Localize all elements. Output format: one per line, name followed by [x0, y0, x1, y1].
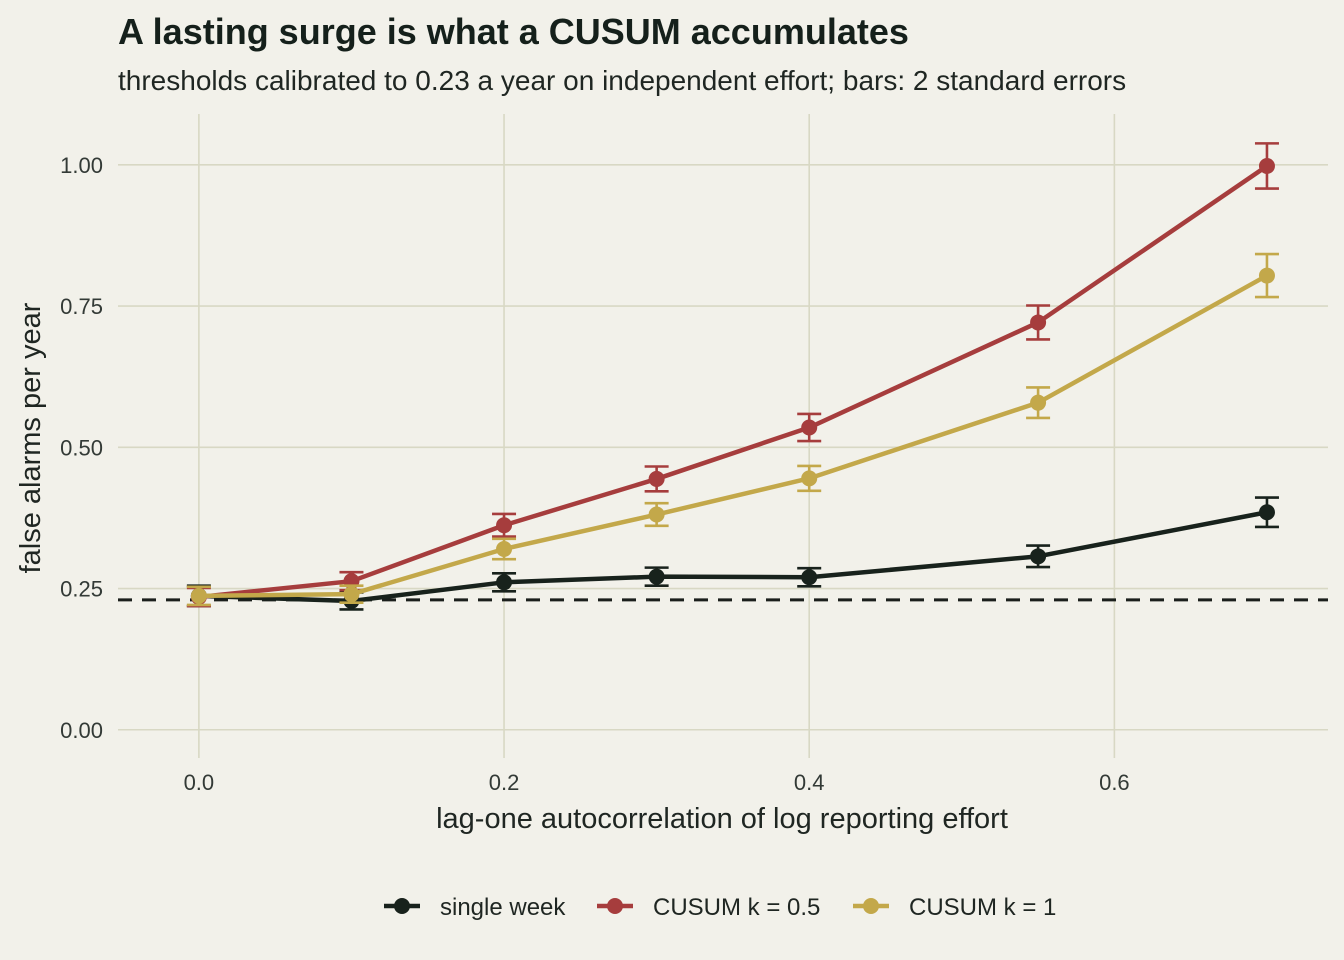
- data-point: [648, 568, 665, 585]
- legend-swatch-point: [863, 898, 879, 914]
- x-axis-title: lag-one autocorrelation of log reporting…: [436, 803, 1008, 835]
- y-tick-label: 0.75: [60, 294, 103, 319]
- data-point: [190, 587, 207, 604]
- legend-item-2: CUSUM k = 1: [853, 894, 1056, 921]
- x-tick-label: 0.2: [489, 770, 520, 795]
- data-point: [1258, 504, 1275, 521]
- legend-item-1: CUSUM k = 0.5: [597, 894, 820, 921]
- series-line: [196, 163, 1270, 600]
- grid-layer: [118, 114, 1328, 758]
- data-point: [1030, 548, 1047, 565]
- y-axis-title: false alarms per year: [15, 302, 47, 573]
- chart-title: A lasting surge is what a CUSUM accumula…: [118, 11, 909, 52]
- legend-label: CUSUM k = 0.5: [653, 894, 820, 921]
- y-tick-label: 1.00: [60, 153, 103, 178]
- data-point: [801, 470, 818, 487]
- data-point: [343, 586, 360, 603]
- data-point: [1258, 267, 1275, 284]
- data-point: [1030, 394, 1047, 411]
- data-point: [1258, 157, 1275, 174]
- data-point: [801, 569, 818, 586]
- series-2: [186, 252, 1279, 607]
- legend-swatch-point: [394, 898, 410, 914]
- legend: single week CUSUM k = 0.5 CUSUM k = 1: [384, 894, 1056, 921]
- x-tick-label: 0.6: [1099, 770, 1130, 795]
- legend-swatch-point: [607, 898, 623, 914]
- data-point: [648, 470, 665, 487]
- y-tick-label: 0.50: [60, 435, 103, 460]
- x-tick-label: 0.0: [184, 770, 215, 795]
- data-point: [648, 506, 665, 523]
- data-point: [1030, 314, 1047, 331]
- data-point: [496, 540, 513, 557]
- y-tick-label: 0.25: [60, 577, 103, 602]
- series-line: [196, 273, 1270, 599]
- legend-label: CUSUM k = 1: [909, 894, 1056, 921]
- series-1: [186, 142, 1279, 608]
- legend-item-0: single week: [384, 894, 566, 921]
- chart-subtitle: thresholds calibrated to 0.23 a year on …: [118, 65, 1126, 96]
- series-layer: [186, 142, 1279, 611]
- data-point: [801, 419, 818, 436]
- y-tick-label: 0.00: [60, 718, 103, 743]
- x-tick-label: 0.4: [794, 770, 825, 795]
- data-point: [496, 517, 513, 534]
- tick-layer: 0.0 0.2 0.4 0.6 0.00 0.25 0.50 0.75 1.00: [60, 153, 1130, 795]
- legend-label: single week: [440, 894, 566, 921]
- series-line: [196, 510, 1270, 604]
- data-point: [496, 574, 513, 591]
